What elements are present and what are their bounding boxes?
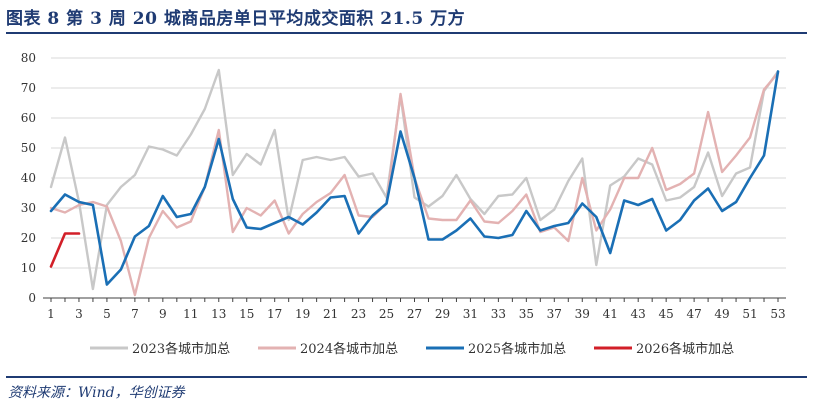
gridlines xyxy=(51,57,786,269)
x-tick-label: 43 xyxy=(631,307,646,321)
y-tick-label: 0 xyxy=(28,291,36,305)
x-tick-label: 47 xyxy=(686,307,701,321)
x-tick-label: 13 xyxy=(211,307,226,321)
bottom-divider xyxy=(6,376,807,378)
x-tick-label: 27 xyxy=(407,307,422,321)
x-tick-label: 5 xyxy=(103,307,111,321)
y-axis-tick-labels: 0 10 20 30 40 50 60 70 80 xyxy=(21,51,36,305)
x-tick-label: 41 xyxy=(603,307,618,321)
x-tick-label: 39 xyxy=(575,307,590,321)
x-tick-label: 49 xyxy=(714,307,729,321)
x-tick-label: 3 xyxy=(75,307,83,321)
y-tick-label: 50 xyxy=(21,141,36,155)
legend-label-2: 2024各城市加总 xyxy=(300,341,398,357)
legend: 2023各城市加总 2024各城市加总 2025各城市加总 2026各城市加总 xyxy=(90,341,734,357)
x-axis: 1 3 5 7 9 11 13 15 17 19 21 23 25 27 29 31 33 35 37 39 41 43 4… xyxy=(43,297,786,321)
x-tick-label: 29 xyxy=(435,307,450,321)
x-tick-label: 37 xyxy=(547,307,562,321)
x-tick-label: 23 xyxy=(351,307,366,321)
x-tick-label: 35 xyxy=(519,307,534,321)
legend-label-1: 2023各城市加总 xyxy=(132,341,230,357)
x-tick-label: 17 xyxy=(267,307,282,321)
y-tick-label: 40 xyxy=(21,171,36,185)
series-line-3 xyxy=(49,70,780,286)
x-tick-label: 1 xyxy=(47,307,55,321)
x-tick-label: 45 xyxy=(659,307,674,321)
series-line-4 xyxy=(49,232,81,268)
x-tick-label: 19 xyxy=(295,307,310,321)
x-tick-label: 31 xyxy=(463,307,478,321)
x-tick-label: 53 xyxy=(770,307,785,321)
y-tick-label: 60 xyxy=(21,111,36,125)
x-tick-label: 21 xyxy=(323,307,338,321)
legend-label-4: 2026各城市加总 xyxy=(636,341,734,357)
x-tick-label: 33 xyxy=(491,307,506,321)
y-tick-label: 70 xyxy=(21,81,36,95)
y-tick-label: 80 xyxy=(21,51,36,65)
series-line-2 xyxy=(49,71,780,297)
x-tick-label: 51 xyxy=(742,307,757,321)
x-tick-label: 9 xyxy=(159,307,167,321)
x-tick-label: 7 xyxy=(131,307,139,321)
y-tick-label: 10 xyxy=(21,261,36,275)
x-tick-label: 25 xyxy=(379,307,394,321)
series-lines xyxy=(49,68,780,297)
top-divider xyxy=(6,32,807,34)
chart-title: 图表 8 第 3 周 20 城商品房单日平均成交面积 21.5 万方 xyxy=(6,9,466,29)
y-tick-label: 30 xyxy=(21,201,36,215)
source-note: 资料来源：Wind，华创证券 xyxy=(8,385,185,401)
legend-label-3: 2025各城市加总 xyxy=(468,341,566,357)
x-tick-label: 15 xyxy=(239,307,254,321)
series-line-1 xyxy=(49,68,780,291)
y-tick-label: 20 xyxy=(21,231,36,245)
x-tick-label: 11 xyxy=(183,307,198,321)
